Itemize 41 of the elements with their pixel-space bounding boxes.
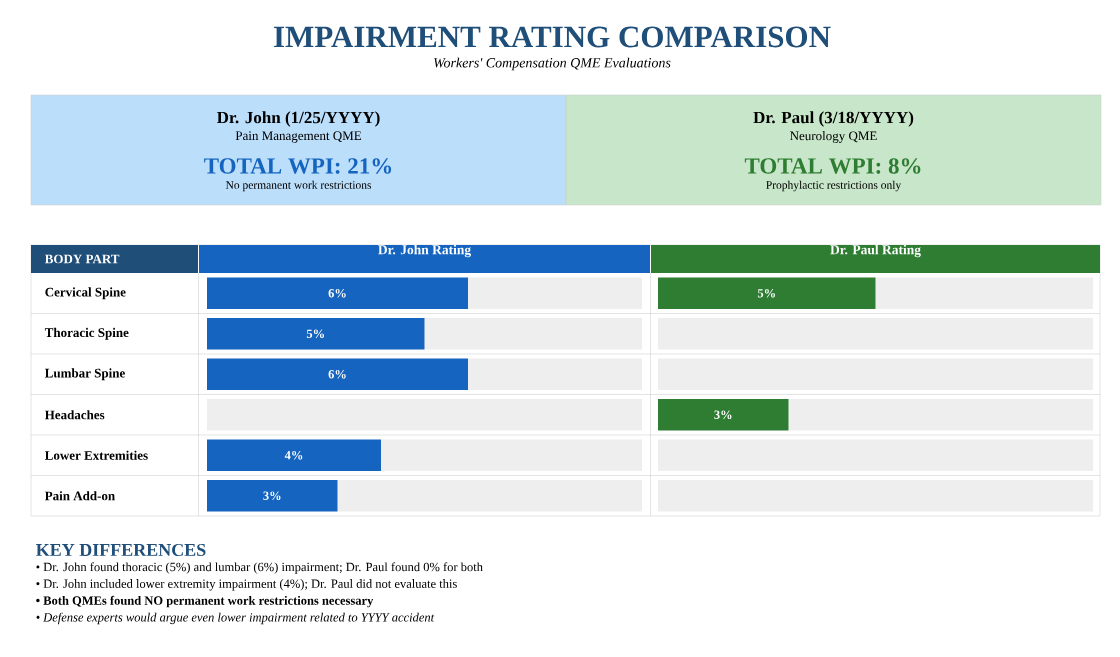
y-tick-label: Lower Extremities [44, 450, 148, 460]
text: • Dr. John included lower extremity impairment (4%); Dr. Paul did not evaluate this [36, 579, 457, 591]
bar [207, 358, 469, 391]
y-tick-label: Lumbar Spine [44, 368, 125, 381]
chart-title: Dr. John Rating [378, 244, 471, 258]
text: TOTAL WPI: 21% [204, 158, 392, 174]
y-tick-label: Thoracic Spine [44, 327, 129, 340]
bar [207, 439, 381, 472]
y-axis-title: BODY PART [44, 254, 120, 264]
y-tick-label: Pain Add-on [44, 491, 115, 501]
data-label: 6% [328, 370, 346, 379]
data-label: 5% [306, 329, 324, 338]
text: • Dr. John found thoracic (5%) and lumbar (6%) impairment; Dr. Paul found 0% for both [36, 562, 483, 574]
data-label: 4% [284, 451, 303, 460]
bar [468, 358, 643, 391]
bar [207, 277, 469, 310]
bar [468, 277, 643, 310]
text: Pain Management QME [235, 131, 362, 143]
text: IMPAIRMENT RATING COMPARISON [274, 26, 831, 48]
data-label: 3% [714, 410, 732, 419]
text: Dr. John (1/25/YYYY) [216, 111, 380, 127]
bar [337, 479, 643, 512]
data-label: 3% [263, 491, 281, 500]
text: Dr. Paul (3/18/YYYY) [753, 111, 914, 127]
chart-title: Dr. Paul Rating [830, 244, 921, 258]
text: KEY DIFFERENCES [36, 543, 206, 557]
y-tick-label: Headaches [44, 410, 105, 420]
text: TOTAL WPI: 8% [744, 158, 921, 174]
text: Workers' Compensation QME Evaluations [434, 57, 671, 71]
bar [207, 317, 425, 350]
text: Neurology QME [790, 131, 877, 143]
text: No permanent work restrictions [225, 180, 372, 192]
text: • Both QMEs found NO permanent work restrictions necessary [36, 595, 374, 608]
text: Prophylactic restrictions only [766, 180, 902, 192]
data-label: 5% [757, 289, 775, 298]
text: • Defense experts would argue even lower impairment related to YYYY accident [36, 612, 435, 625]
bar [207, 479, 338, 512]
data-label: 6% [328, 289, 346, 298]
bar [381, 439, 643, 472]
y-tick-label: Cervical Spine [45, 287, 126, 300]
bar [424, 317, 643, 350]
